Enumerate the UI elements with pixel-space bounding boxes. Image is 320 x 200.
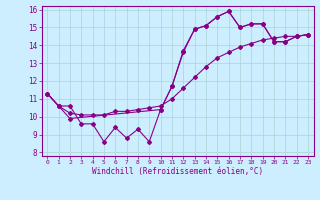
X-axis label: Windchill (Refroidissement éolien,°C): Windchill (Refroidissement éolien,°C) (92, 167, 263, 176)
